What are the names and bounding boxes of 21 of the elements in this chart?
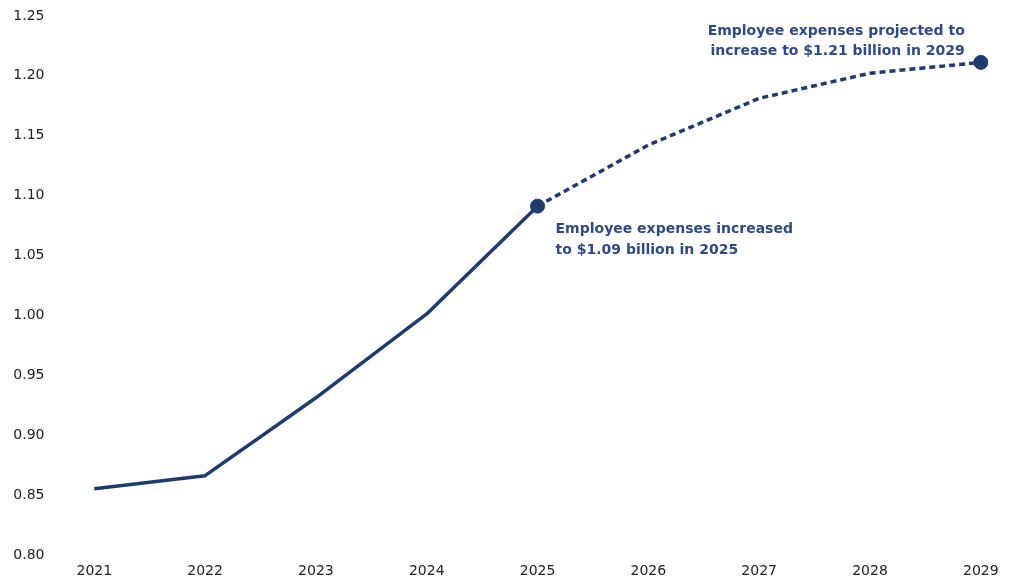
x-tick-label: 2022 [187,561,223,578]
y-tick-label: 0.95 [13,365,45,382]
y-tick-label: 1.15 [13,126,45,143]
x-tick-label: 2027 [741,561,777,578]
x-tick-label: 2029 [962,561,999,578]
y-tick-label: 1.00 [13,305,45,322]
y-tick-label: 1.25 [13,6,45,23]
y-tick-label: 1.20 [13,66,45,83]
x-tick-label: 2026 [630,561,667,578]
annotation: Employee expenses increased to $1.09 billion in 2025 [555,220,793,257]
x-tick-label: 2025 [519,561,556,578]
annotation: Employee expenses projected to increase to $1.21 billion in 2029 [707,21,966,59]
x-tick-label: 2028 [852,561,888,578]
y-tick-label: 0.90 [13,425,45,442]
y-tick-label: 0.80 [13,545,45,562]
x-tick-label: 2024 [408,561,445,578]
x-tick-label: 2023 [298,561,334,578]
y-tick-label: 1.10 [13,186,45,203]
y-tick-label: 1.05 [13,246,45,263]
y-tick-label: 0.85 [13,485,45,502]
x-tick-label: 2021 [76,561,113,578]
